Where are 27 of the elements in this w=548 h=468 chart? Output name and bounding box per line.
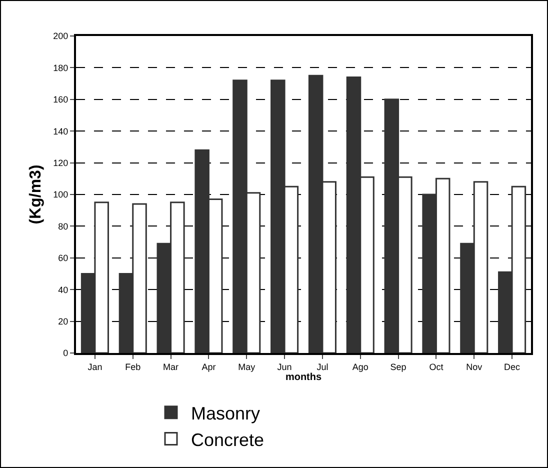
y-tick-label: 40 bbox=[58, 284, 68, 295]
y-tick-label: 200 bbox=[53, 31, 68, 42]
x-tick-label: Jan bbox=[88, 362, 102, 372]
y-tick-label: 20 bbox=[58, 316, 68, 326]
x-tick-label: Mar bbox=[163, 362, 179, 372]
y-tick-label: 120 bbox=[53, 158, 68, 168]
y-axis-title: (Kg/m3) bbox=[28, 164, 45, 224]
y-tick-label: 160 bbox=[53, 94, 68, 105]
y-tick-label: 100 bbox=[53, 190, 68, 200]
x-tick-label: Jun bbox=[277, 362, 292, 372]
x-tick-label: Dec bbox=[504, 362, 521, 372]
x-tick-label: Nov bbox=[466, 362, 483, 372]
x-tick-label: Jul bbox=[316, 362, 328, 372]
x-tick-label: Apr bbox=[202, 362, 216, 372]
x-tick-label: Feb bbox=[125, 362, 141, 372]
y-tick-label: 60 bbox=[58, 253, 68, 264]
y-tick-label: 180 bbox=[53, 62, 68, 73]
x-tick-label: Sep bbox=[390, 362, 406, 372]
x-tick-label: May bbox=[238, 362, 256, 372]
legend-label: Concrete bbox=[191, 430, 264, 450]
x-tick-label: Ago bbox=[352, 362, 368, 372]
x-tick-label: Oct bbox=[429, 362, 444, 372]
legend-label: Masonry bbox=[191, 403, 260, 424]
y-tick-label: 80 bbox=[58, 221, 68, 232]
y-tick-label: 140 bbox=[53, 126, 68, 136]
y-tick-label: 0 bbox=[63, 348, 68, 358]
x-axis-title: months bbox=[285, 372, 322, 383]
